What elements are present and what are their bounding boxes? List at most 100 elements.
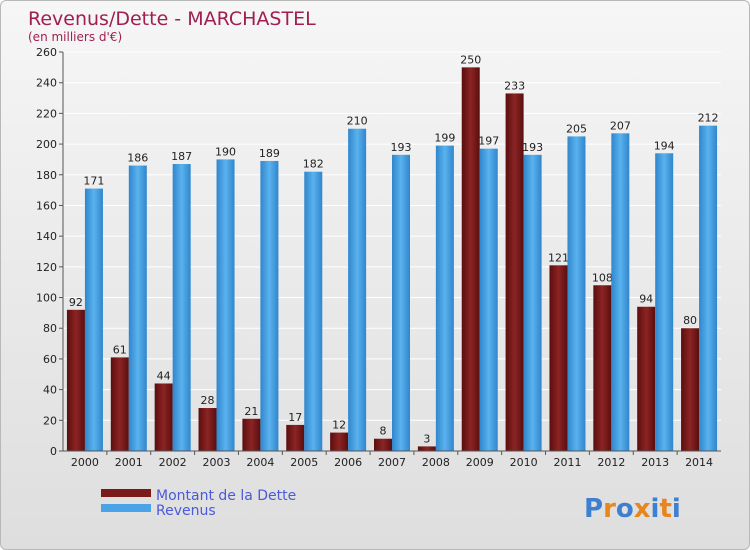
y-tick-label: 240	[36, 77, 57, 90]
bar-revenue-2010	[523, 154, 542, 452]
bar-debt-2009	[461, 67, 480, 451]
x-tick-label: 2001	[115, 456, 143, 469]
bar-debt-2007	[374, 438, 392, 451]
chart-title: Revenus/Dette - MARCHASTEL	[28, 8, 316, 30]
bar-revenue-2013	[655, 153, 674, 452]
x-tick-label: 2004	[246, 456, 274, 469]
value-label-revenue-2002: 187	[171, 150, 192, 163]
value-label-debt-2005: 17	[288, 411, 302, 424]
value-label-revenue-2007: 193	[391, 141, 412, 154]
legend: Montant de la Dette Revenus	[101, 488, 296, 519]
bar-revenue-2005	[304, 171, 323, 451]
x-tick-label: 2007	[378, 456, 406, 469]
bar-debt-2008	[417, 446, 436, 451]
bar-revenue-2006	[348, 128, 367, 451]
value-label-debt-2011: 121	[548, 251, 569, 264]
value-label-revenue-2008: 199	[434, 132, 455, 145]
value-label-debt-2004: 21	[244, 405, 258, 418]
y-tick-label: 260	[36, 46, 57, 59]
proxiti-logo: Proxiti	[584, 494, 681, 524]
y-tick-label: 100	[36, 292, 57, 305]
y-tick-label: 80	[43, 322, 57, 335]
x-tick-label: 2014	[685, 456, 713, 469]
x-tick-label: 2002	[159, 456, 187, 469]
y-tick-label: 140	[36, 230, 57, 243]
bar-debt-2003	[198, 408, 217, 451]
value-label-revenue-2001: 186	[127, 152, 148, 165]
y-tick-label: 60	[43, 353, 57, 366]
bar-debt-2010	[505, 93, 524, 451]
bar-debt-2004	[242, 418, 261, 451]
bar-debt-2014	[681, 328, 700, 451]
bar-revenue-2001	[128, 165, 147, 452]
bar-debt-2005	[286, 424, 305, 451]
y-tick-label: 40	[43, 384, 57, 397]
bar-revenue-2002	[172, 164, 191, 451]
legend-label-debt: Montant de la Dette	[156, 488, 296, 504]
bar-debt-2013	[637, 306, 656, 451]
y-tick-label: 120	[36, 261, 57, 274]
bar-revenue-2003	[216, 159, 235, 451]
value-label-revenue-2011: 205	[566, 122, 587, 135]
bar-revenue-2004	[260, 160, 279, 451]
value-label-revenue-2010: 193	[522, 141, 543, 154]
x-tick-label: 2009	[466, 456, 494, 469]
value-label-debt-2008: 3	[423, 432, 430, 445]
bar-revenue-2009	[479, 148, 498, 451]
y-tick-label: 160	[36, 199, 57, 212]
value-label-debt-2001: 61	[113, 343, 127, 356]
y-tick-label: 0	[50, 445, 57, 458]
value-label-debt-2013: 94	[639, 293, 653, 306]
value-label-revenue-2006: 210	[347, 115, 368, 128]
value-label-debt-2003: 28	[201, 394, 215, 407]
bar-revenue-2012	[611, 133, 630, 452]
bar-debt-2001	[110, 357, 129, 451]
y-tick-label: 20	[43, 414, 57, 427]
legend-swatch-debt	[101, 489, 151, 497]
bar-debt-2006	[330, 432, 349, 451]
x-tick-label: 2011	[553, 456, 581, 469]
bar-revenue-2008	[435, 145, 454, 451]
bar-debt-2000	[66, 309, 85, 451]
value-label-revenue-2003: 190	[215, 145, 236, 158]
x-tick-label: 2000	[71, 456, 99, 469]
x-tick-label: 2012	[597, 456, 625, 469]
value-label-debt-2000: 92	[69, 296, 83, 309]
value-label-debt-2009: 250	[460, 53, 481, 66]
bar-revenue-2007	[392, 154, 410, 452]
chart-subtitle: (en milliers d'€)	[28, 30, 122, 44]
y-axis: 0 20 40 60 80 100 120 140 160 180 200 220 240 260	[36, 46, 64, 458]
x-tick-label: 2010	[510, 456, 538, 469]
legend-swatch-revenue	[101, 504, 151, 512]
value-label-revenue-2004: 189	[259, 147, 280, 160]
value-label-revenue-2012: 207	[610, 119, 631, 132]
legend-label-revenue: Revenus	[156, 503, 216, 519]
x-tick-label: 2005	[290, 456, 318, 469]
value-label-debt-2006: 12	[332, 419, 346, 432]
bar-revenue-2011	[567, 136, 586, 451]
value-label-revenue-2000: 171	[83, 175, 104, 188]
value-label-revenue-2013: 194	[654, 139, 675, 152]
value-label-debt-2012: 108	[592, 271, 613, 284]
value-label-debt-2007: 8	[380, 425, 387, 438]
y-tick-label: 220	[36, 107, 57, 120]
bar-debt-2012	[593, 285, 612, 451]
value-label-revenue-2005: 182	[303, 158, 324, 171]
value-label-debt-2014: 80	[683, 314, 697, 327]
x-tick-label: 2008	[422, 456, 450, 469]
value-label-revenue-2009: 197	[478, 135, 499, 148]
x-axis: 2000 2001 2002 2003 2004 2005 2006 2007 2008 2009…	[63, 450, 721, 469]
value-label-debt-2010: 233	[504, 79, 525, 92]
x-tick-label: 2006	[334, 456, 362, 469]
bar-debt-2011	[549, 265, 568, 451]
bars: 92 171 61 186 44 187 28 190 21 189 17 182 12 210 8 193 3…	[66, 53, 719, 452]
bar-debt-2002	[154, 383, 173, 451]
x-tick-label: 2003	[203, 456, 231, 469]
y-tick-label: 180	[36, 169, 57, 182]
value-label-debt-2002: 44	[157, 369, 171, 382]
value-label-revenue-2014: 212	[698, 112, 719, 125]
bar-revenue-2000	[84, 188, 103, 452]
x-tick-label: 2013	[641, 456, 669, 469]
